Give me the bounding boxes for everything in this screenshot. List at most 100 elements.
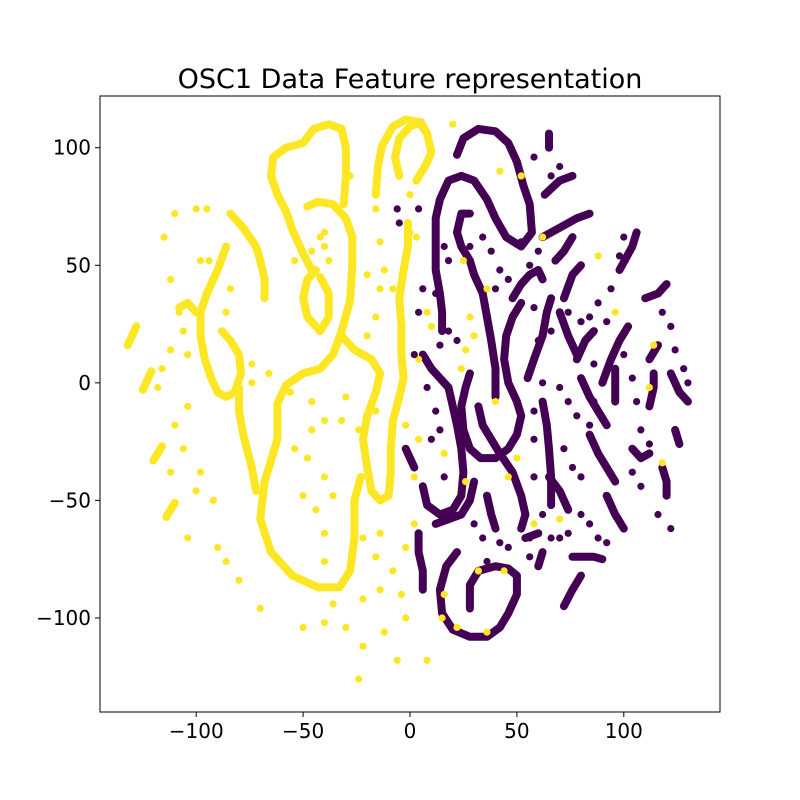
data-point (389, 567, 397, 575)
data-point (620, 233, 628, 241)
data-point (564, 529, 572, 537)
data-point (504, 543, 512, 552)
data-point (171, 421, 179, 429)
data-point (248, 379, 256, 387)
data-point (196, 257, 205, 265)
y-tick-label: 100 (53, 136, 91, 160)
data-point (397, 590, 405, 599)
data-point (179, 327, 187, 335)
data-point (393, 205, 401, 213)
point-trail-1-18 (585, 430, 620, 486)
point-trail-1-36 (483, 491, 500, 533)
data-point (196, 468, 205, 476)
data-point (594, 252, 602, 260)
data-point (658, 308, 666, 316)
data-point (423, 656, 431, 664)
data-point (171, 210, 179, 218)
data-point (526, 261, 534, 269)
data-point (179, 445, 187, 453)
data-point (459, 257, 467, 265)
data-point (265, 369, 273, 377)
data-point (376, 285, 384, 293)
data-point (291, 445, 299, 453)
data-point (346, 172, 354, 180)
y-axis: −100 −50 0 50 100 (36, 136, 100, 630)
data-point (205, 257, 213, 265)
data-point (342, 623, 350, 632)
point-trail-1-33 (545, 472, 573, 514)
data-point (440, 473, 448, 481)
data-point (329, 492, 337, 500)
data-point (184, 402, 192, 410)
data-point (586, 313, 594, 321)
data-point (577, 473, 585, 481)
data-point (530, 520, 538, 528)
data-point (291, 257, 299, 265)
data-point (628, 468, 636, 476)
data-point (410, 520, 418, 528)
data-point (423, 308, 431, 316)
data-point (192, 487, 200, 495)
point-trail-1-34 (401, 444, 419, 472)
point-trail-1-1 (418, 350, 468, 519)
data-point (496, 167, 504, 175)
point-trail-1-2 (453, 209, 500, 401)
data-point (470, 520, 478, 528)
data-point (530, 407, 538, 415)
data-point (167, 468, 175, 476)
data-point (209, 496, 217, 504)
data-point (154, 383, 162, 392)
data-point (320, 619, 329, 627)
data-point (167, 275, 175, 283)
data-point (372, 553, 380, 561)
data-point (556, 162, 564, 171)
data-point (645, 383, 654, 392)
data-point (432, 407, 440, 415)
data-point (556, 383, 564, 392)
data-point (412, 233, 420, 241)
data-point (436, 341, 444, 349)
data-point (359, 642, 367, 650)
data-point (402, 614, 410, 622)
data-point (395, 219, 403, 227)
data-point (184, 351, 192, 359)
data-point (355, 426, 363, 434)
data-point (410, 473, 418, 481)
point-trail-1-20 (598, 322, 633, 387)
data-point (671, 346, 679, 354)
data-point (496, 266, 504, 274)
data-point (415, 172, 423, 180)
data-point (530, 153, 538, 161)
data-point (513, 454, 521, 462)
point-trail-1-11 (538, 209, 594, 242)
data-point (453, 336, 461, 345)
data-point (436, 426, 444, 434)
data-point (444, 327, 453, 335)
data-point (586, 520, 594, 528)
data-point (363, 332, 371, 340)
data-point (325, 257, 333, 265)
point-trail-1-3 (457, 298, 526, 463)
point-trail-1-4 (523, 294, 556, 383)
data-point (534, 247, 542, 255)
data-point (607, 285, 615, 293)
data-point (474, 567, 482, 575)
data-point (462, 478, 470, 486)
x-tick-label: −50 (282, 719, 324, 743)
data-point (376, 586, 384, 594)
data-point (222, 557, 230, 566)
data-point (438, 614, 446, 622)
point-trail-0-9 (175, 298, 201, 317)
point-trail-1-28 (666, 369, 692, 406)
data-point (410, 351, 418, 359)
data-point (316, 233, 324, 241)
point-trail-1-16 (572, 327, 598, 364)
data-point (308, 426, 316, 434)
data-point (620, 351, 628, 359)
y-tick-label: −100 (36, 606, 91, 630)
point-trail-1-35 (414, 529, 427, 594)
data-point (380, 628, 388, 636)
point-trail-1-5 (431, 477, 479, 528)
data-point (539, 510, 547, 519)
data-point (470, 332, 478, 340)
